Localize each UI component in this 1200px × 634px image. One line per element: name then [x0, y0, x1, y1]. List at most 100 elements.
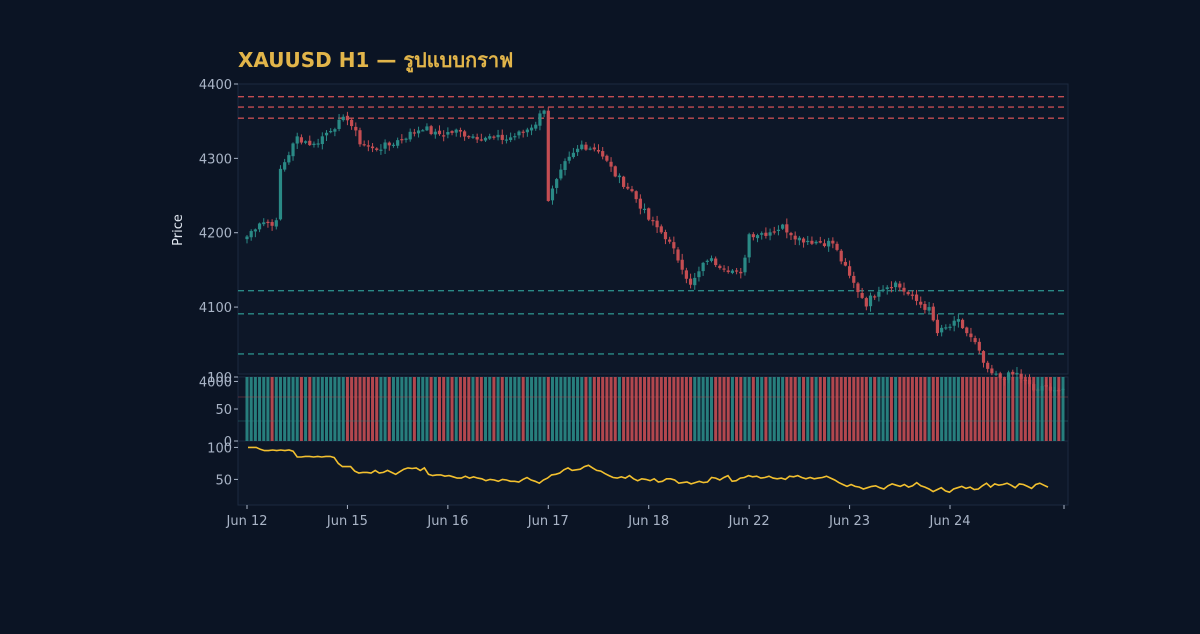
candle-body: [429, 126, 433, 135]
candle-body: [329, 131, 333, 133]
volume-bar: [898, 377, 902, 441]
candle-body: [266, 221, 270, 224]
x-tick-label: Jun 16: [426, 514, 468, 529]
candle-body: [998, 373, 1002, 379]
level-lines: [238, 95, 1068, 355]
candle-body: [709, 258, 714, 261]
candle-body: [697, 271, 701, 278]
candle-body: [354, 126, 358, 131]
volume-bar: [990, 377, 994, 441]
rsi-panel-frame: [237, 440, 1069, 506]
candle-body: [659, 226, 663, 233]
volume-bar: [998, 377, 1002, 441]
candle-body: [358, 130, 362, 145]
volume-bar: [563, 377, 567, 441]
candle-body: [927, 307, 931, 311]
x-tick-label: Jun 22: [728, 514, 770, 529]
volume-bar: [1036, 377, 1040, 441]
candle-body: [718, 265, 722, 268]
price-tick-label: 4100: [199, 301, 232, 316]
volume-bar: [709, 377, 713, 441]
volume-bar: [885, 377, 889, 441]
volume-bar: [371, 377, 375, 441]
volume-bar: [684, 377, 688, 441]
volume-bar: [320, 377, 324, 441]
volume-bar: [463, 377, 467, 441]
volume-bar: [1007, 377, 1011, 441]
volume-bar: [944, 377, 948, 441]
volume-bar: [831, 377, 835, 441]
candle-body: [684, 270, 688, 279]
volume-bar: [735, 377, 739, 441]
volume-bar: [789, 377, 793, 441]
candle-body: [249, 231, 253, 238]
volume-bar: [981, 377, 985, 441]
panel-frames: [237, 83, 1069, 506]
volume-bar: [873, 377, 877, 441]
candle-body: [760, 233, 764, 235]
candle-body: [622, 176, 626, 187]
candle-body: [952, 320, 956, 326]
volume-bar: [856, 377, 860, 441]
volume-bar: [262, 377, 266, 441]
candle-body: [764, 232, 768, 236]
volume-bar: [450, 377, 454, 441]
volume-bar: [764, 377, 768, 441]
volume-bar: [509, 377, 513, 441]
candle-body: [617, 175, 622, 178]
candle-body: [797, 237, 801, 241]
volume-bar: [488, 377, 492, 441]
volume-bar: [299, 377, 303, 441]
candle-body: [969, 333, 973, 338]
candle-body: [245, 236, 249, 240]
volume-bar: [1053, 377, 1057, 441]
candle-body: [521, 131, 525, 133]
candle-body: [747, 234, 751, 258]
volume-bar: [977, 377, 981, 441]
volume-bar: [584, 377, 588, 441]
volume-bar: [919, 377, 923, 441]
candle-body: [362, 144, 366, 146]
candle-body: [303, 141, 308, 143]
candle-body: [902, 287, 906, 292]
volume-bar: [442, 377, 446, 441]
volume-bar: [258, 377, 262, 441]
candle-body: [341, 116, 345, 121]
volume-bar: [412, 377, 416, 441]
volume-bar: [948, 377, 952, 441]
volume-bar: [722, 377, 726, 441]
candle-body: [433, 131, 437, 135]
candle-body: [370, 146, 375, 149]
volume-bar: [894, 377, 898, 441]
candle-body: [270, 222, 274, 226]
candle-body: [642, 208, 647, 211]
volume-bar: [986, 377, 990, 441]
candle-body: [546, 110, 550, 201]
x-tick-label: Jun 23: [828, 514, 870, 529]
volume-bar: [592, 377, 596, 441]
candle-body: [596, 149, 601, 152]
volume-bar: [391, 377, 395, 441]
candle-body: [555, 179, 559, 188]
candle-body: [1015, 372, 1019, 375]
candle-body: [509, 137, 513, 141]
candle-body: [931, 306, 935, 321]
volume-bar: [433, 377, 437, 441]
volume-bar: [400, 377, 404, 441]
volume-bar: [1002, 377, 1006, 441]
volume-bar: [693, 377, 697, 441]
volume-bar: [408, 377, 412, 441]
volume-bar: [283, 377, 287, 441]
candle-body: [324, 132, 329, 136]
candle-body: [965, 327, 969, 334]
candle-body: [735, 270, 739, 272]
candle-body: [400, 139, 404, 141]
candle-body: [387, 142, 391, 146]
volume-tick-label: 100: [207, 371, 232, 386]
volume-bar: [634, 377, 638, 441]
candle-body: [584, 144, 588, 150]
x-tick-label: Jun 24: [929, 514, 971, 529]
rsi-tick-label: 100: [207, 441, 232, 456]
volume-bar: [940, 377, 944, 441]
volume-bar: [333, 377, 337, 441]
